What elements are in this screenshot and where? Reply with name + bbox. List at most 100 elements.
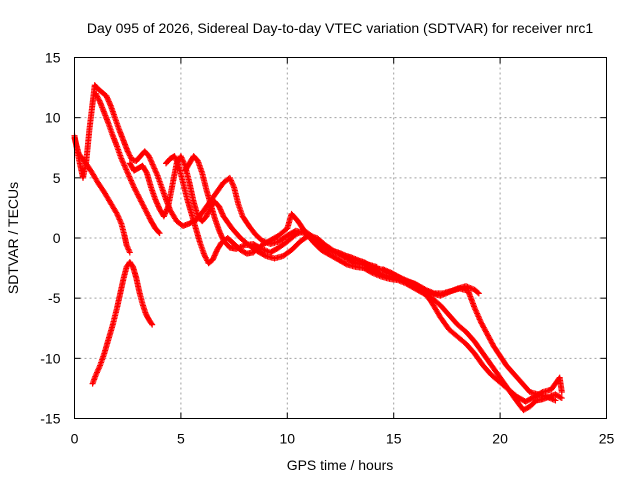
data-point-marker [558, 389, 565, 396]
data-point-marker [150, 162, 157, 169]
data-point-marker [216, 203, 223, 210]
data-point-marker [129, 180, 136, 187]
data-point-marker [143, 168, 150, 175]
data-point-marker [126, 173, 133, 180]
data-point-marker [152, 196, 159, 203]
data-point-marker [173, 157, 180, 164]
data-point-marker [114, 212, 121, 219]
data-point-marker [219, 210, 226, 217]
data-point-marker [104, 94, 111, 101]
data-point-marker [210, 255, 217, 262]
series-track-3 [92, 90, 163, 237]
data-point-marker [178, 154, 185, 161]
data-points [71, 82, 565, 414]
data-point-marker [342, 260, 349, 267]
x-tick-label: 10 [280, 431, 296, 447]
data-point-marker [351, 259, 358, 266]
data-point-marker [216, 229, 223, 236]
data-point-marker [475, 290, 482, 297]
data-point-marker [105, 98, 112, 105]
data-point-marker [230, 183, 237, 190]
data-point-marker [104, 95, 111, 102]
data-point-marker [228, 177, 235, 184]
data-point-marker [115, 213, 122, 220]
data-point-marker [148, 158, 155, 165]
data-point-marker [173, 158, 180, 165]
data-point-marker [226, 174, 233, 181]
data-point-marker [257, 245, 264, 252]
x-tick-label: 25 [599, 431, 615, 447]
data-point-marker [204, 210, 211, 217]
data-point-marker [155, 203, 162, 210]
data-point-marker [216, 227, 223, 234]
data-point-marker [116, 216, 123, 223]
data-point-marker [125, 170, 132, 177]
data-point-marker [180, 158, 187, 165]
data-point-marker [172, 155, 179, 162]
x-tick-labels: 0 5 10 15 20 25 [71, 431, 615, 447]
data-point-marker [126, 249, 133, 256]
data-point-marker [217, 230, 224, 237]
data-point-marker [205, 207, 212, 214]
data-point-marker [95, 366, 102, 373]
data-point-marker [212, 251, 219, 258]
data-point-marker [107, 101, 114, 108]
data-point-marker [151, 165, 158, 172]
series-track-6 [182, 153, 565, 405]
data-point-marker [219, 234, 226, 241]
data-point-marker [121, 163, 128, 170]
y-tick-label: 10 [45, 110, 61, 126]
data-point-marker [180, 160, 187, 167]
data-point-marker [203, 213, 210, 220]
data-point-marker [179, 155, 186, 162]
data-point-marker [175, 161, 182, 168]
x-tick-label: 15 [386, 431, 402, 447]
data-point-marker [474, 289, 481, 296]
data-point-marker [153, 169, 160, 176]
data-point-marker [211, 252, 218, 259]
data-point-marker [177, 153, 184, 160]
data-point-marker [117, 219, 124, 226]
data-point-marker [218, 209, 225, 216]
data-point-marker [119, 158, 126, 165]
data-point-marker [218, 233, 225, 240]
data-point-marker [205, 209, 212, 216]
data-point-marker [127, 176, 134, 183]
data-point-marker [155, 229, 162, 236]
data-point-marker [123, 167, 130, 174]
data-point-marker [148, 320, 155, 327]
data-point-marker [229, 180, 236, 187]
data-point-marker [217, 206, 224, 213]
data-point-marker [216, 205, 223, 212]
series-track-7 [89, 259, 156, 387]
x-axis-label: GPS time / hours [287, 457, 394, 473]
data-point-marker [122, 165, 129, 172]
data-point-marker [103, 93, 110, 100]
data-point-marker [115, 215, 122, 222]
data-point-marker [120, 161, 127, 168]
data-point-marker [395, 274, 402, 281]
data-point-marker [152, 168, 159, 175]
data-point-marker [218, 207, 225, 214]
y-tick-label: -10 [40, 350, 60, 366]
data-point-marker [373, 263, 380, 270]
data-point-marker [123, 166, 130, 173]
data-point-marker [147, 155, 154, 162]
data-point-marker [421, 286, 428, 293]
data-point-marker [121, 162, 128, 169]
data-point-marker [114, 210, 121, 217]
data-point-marker [171, 153, 178, 160]
data-point-marker [129, 181, 136, 188]
data-point-marker [229, 181, 236, 188]
data-point-marker [128, 178, 135, 185]
data-point-marker [211, 253, 218, 260]
data-point-marker [163, 207, 170, 214]
data-point-marker [96, 363, 103, 370]
data-point-marker [106, 99, 113, 106]
data-point-marker [153, 199, 160, 206]
data-point-marker [125, 172, 132, 179]
data-point-marker [146, 154, 153, 161]
y-tick-label: 15 [45, 50, 61, 66]
y-tick-label: 0 [53, 230, 61, 246]
